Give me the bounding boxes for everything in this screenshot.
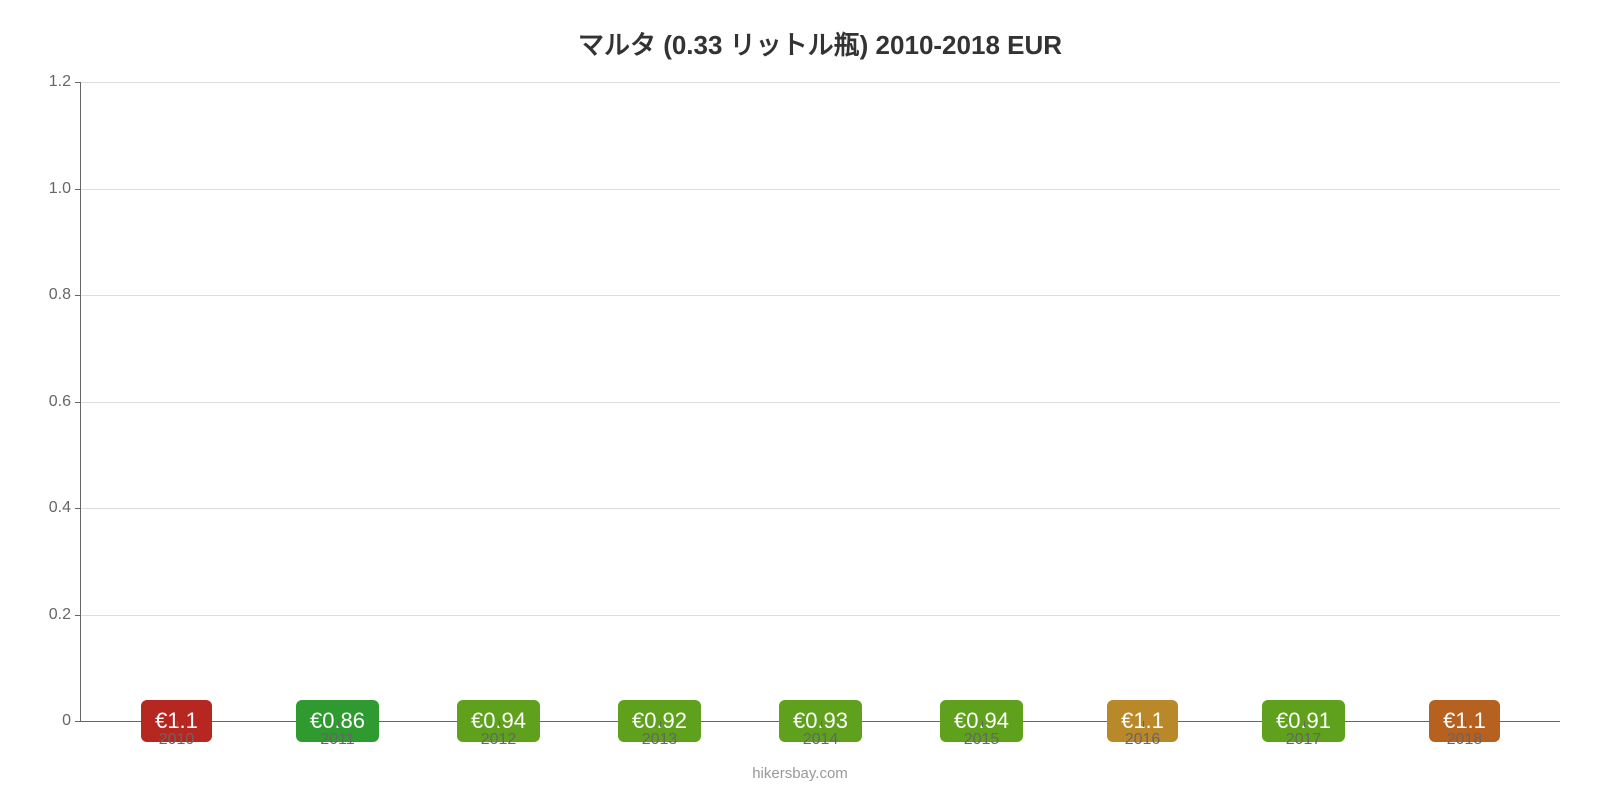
y-tick-mark (75, 189, 81, 190)
x-tick-mark (982, 721, 983, 727)
chart-container: マルタ (0.33 リットル瓶) 2010-2018 EUR €1.1€0.86… (0, 0, 1600, 800)
y-tick-label: 1.2 (49, 73, 71, 91)
x-tick-label: 2011 (269, 731, 406, 749)
gridline (81, 508, 1560, 509)
x-tick-label: 2012 (430, 731, 567, 749)
x-tick-label: 2014 (752, 731, 889, 749)
chart-title: マルタ (0.33 リットル瓶) 2010-2018 EUR (80, 25, 1560, 62)
x-tick-mark (821, 721, 822, 727)
x-tick-mark (1143, 721, 1144, 727)
y-tick-label: 0 (62, 712, 71, 730)
x-tick-label: 2016 (1074, 731, 1211, 749)
y-tick-label: 0.4 (49, 499, 71, 517)
x-axis-labels: 2010 2011 2012 2013 2014 2015 2016 2017 2018 (81, 731, 1560, 749)
x-tick-label: 2010 (108, 731, 245, 749)
x-tick-mark (660, 721, 661, 727)
y-tick-mark (75, 615, 81, 616)
y-tick-label: 0.2 (49, 606, 71, 624)
y-tick-mark (75, 508, 81, 509)
y-tick-mark (75, 295, 81, 296)
x-tick-label: 2013 (591, 731, 728, 749)
y-tick-mark (75, 721, 81, 722)
x-tick-mark (1465, 721, 1466, 727)
y-tick-mark (75, 402, 81, 403)
gridline (81, 189, 1560, 190)
x-tick-mark (1304, 721, 1305, 727)
x-tick-mark (499, 721, 500, 727)
y-tick-label: 0.8 (49, 286, 71, 304)
gridline (81, 295, 1560, 296)
x-tick-mark (338, 721, 339, 727)
x-tick-mark (177, 721, 178, 727)
x-tick-label: 2015 (913, 731, 1050, 749)
x-tick-label: 2018 (1396, 731, 1533, 749)
gridline (81, 82, 1560, 83)
gridline (81, 402, 1560, 403)
plot-area: €1.1€0.86€0.94€0.92€0.93€0.94€1.1€0.91€1… (80, 82, 1560, 722)
gridline (81, 615, 1560, 616)
x-tick-label: 2017 (1235, 731, 1372, 749)
y-tick-mark (75, 82, 81, 83)
y-tick-label: 1.0 (49, 180, 71, 198)
source-label: hikersbay.com (752, 765, 848, 782)
y-tick-label: 0.6 (49, 393, 71, 411)
